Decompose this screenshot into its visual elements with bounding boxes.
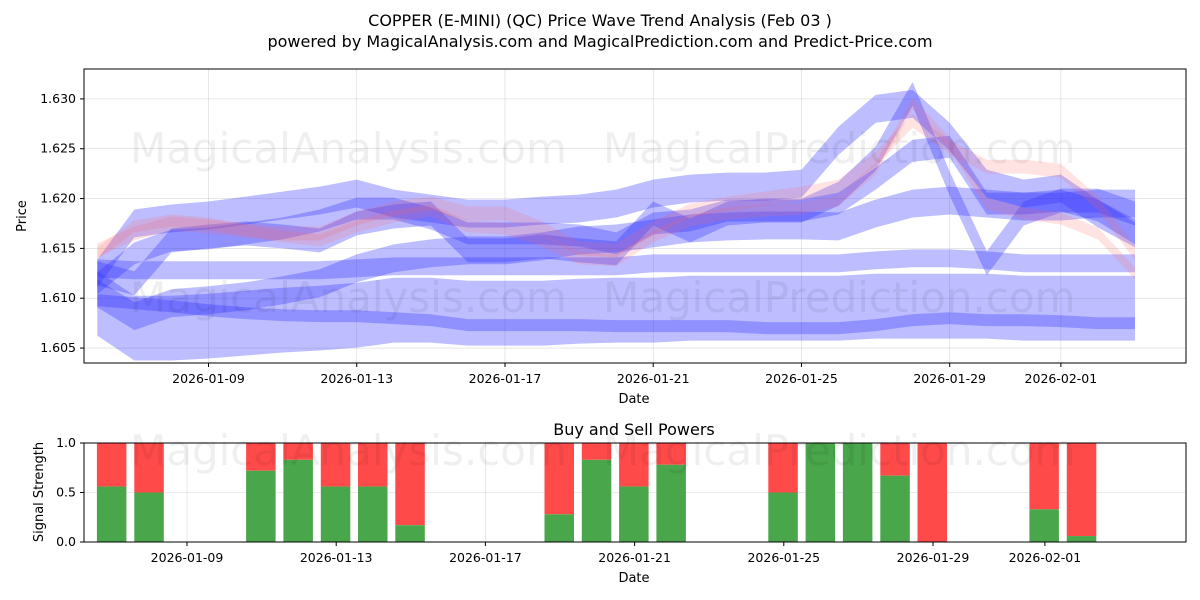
price-y-tick-label: 1.625 <box>40 141 76 156</box>
signal-panel: Buy and Sell Powers MagicalAnalysis.com … <box>32 420 1187 586</box>
price-x-tick-label: 2026-01-25 <box>765 371 838 386</box>
signal-x-tick-label: 2026-01-21 <box>598 550 671 565</box>
watermark-6: MagicalPrediction.com <box>603 426 1076 475</box>
price-wave-bands <box>97 82 1135 361</box>
sell-bar <box>96 443 127 487</box>
watermark-2: MagicalPrediction.com <box>603 124 1076 173</box>
buy-bar <box>283 459 313 542</box>
watermark-5: MagicalAnalysis.com <box>130 426 567 475</box>
signal-x-tick-label: 2026-01-25 <box>747 550 820 565</box>
buy-bar <box>842 443 873 542</box>
price-x-ticks: 2026-01-09 2026-01-13 2026-01-17 2026-01-21… <box>172 363 1097 386</box>
watermark-1: MagicalAnalysis.com <box>130 124 567 173</box>
price-x-tick-label: 2026-01-29 <box>913 371 986 386</box>
price-plot-area <box>84 69 1186 363</box>
price-band-wave-dip <box>97 82 1135 296</box>
buy-bar <box>320 486 351 542</box>
sell-bar <box>656 443 686 465</box>
price-band-wave-long-top <box>97 249 1135 280</box>
sell-bar <box>768 443 798 493</box>
sell-bar <box>880 443 910 476</box>
signal-x-tick-label: 2026-01-13 <box>300 550 373 565</box>
price-y-tick-label: 1.630 <box>40 91 76 106</box>
buy-bar <box>1066 536 1097 542</box>
sell-bar <box>917 443 947 542</box>
sell-bar <box>358 443 388 487</box>
price-y-tick-label: 1.605 <box>40 340 76 355</box>
sell-bar <box>1066 443 1097 537</box>
watermark-3: MagicalAnalysis.com <box>130 273 567 322</box>
sell-bar <box>283 443 313 460</box>
price-grid <box>84 69 1186 363</box>
buy-bar <box>619 486 649 542</box>
buy-bar <box>768 492 798 542</box>
sell-bar <box>544 443 574 515</box>
buy-bar <box>880 475 910 542</box>
chart-subtitle: powered by MagicalAnalysis.com and Magic… <box>267 32 932 51</box>
sell-bar <box>581 443 612 460</box>
price-x-tick-label: 2026-02-01 <box>1025 371 1098 386</box>
buy-bar <box>581 459 612 542</box>
chart-title: COPPER (E-MINI) (QC) Price Wave Trend An… <box>368 11 832 30</box>
sell-bar <box>134 443 164 493</box>
price-y-tick-label: 1.620 <box>40 191 76 206</box>
watermark-4: MagicalPrediction.com <box>603 273 1076 322</box>
signal-x-tick-label: 2026-01-29 <box>897 550 970 565</box>
buy-bar <box>805 443 836 542</box>
price-frame <box>83 68 1187 364</box>
price-x-label: Date <box>618 392 649 407</box>
price-panel: MagicalAnalysis.com MagicalPrediction.co… <box>15 68 1187 407</box>
signal-y-tick-label: 0.5 <box>56 485 76 500</box>
signal-y-tick-label: 1.0 <box>56 435 76 450</box>
price-x-tick-label: 2026-01-21 <box>617 371 690 386</box>
sell-bar <box>1029 443 1059 510</box>
price-watermarks: MagicalAnalysis.com MagicalPrediction.co… <box>130 124 1076 322</box>
sell-bar <box>320 443 351 487</box>
buy-bar <box>1029 509 1059 542</box>
price-x-tick-label: 2026-01-17 <box>469 371 542 386</box>
sell-bar <box>395 443 425 526</box>
price-x-tick-label: 2026-01-09 <box>172 371 245 386</box>
sell-bar <box>619 443 649 487</box>
signal-y-label: Signal Strength <box>32 442 47 542</box>
buy-bar <box>134 492 164 542</box>
buy-bar <box>656 464 686 542</box>
signal-x-tick-label: 2026-02-01 <box>1009 550 1082 565</box>
buy-bar <box>544 514 574 542</box>
signal-x-tick-label: 2026-01-09 <box>151 550 224 565</box>
price-band-wave-low <box>97 186 1135 331</box>
buy-bar <box>395 525 425 542</box>
price-y-label: Price <box>15 200 30 232</box>
buy-bar <box>358 486 388 542</box>
price-y-tick-label: 1.610 <box>40 290 76 305</box>
price-x-tick-label: 2026-01-13 <box>320 371 393 386</box>
signal-x-tick-label: 2026-01-17 <box>449 550 522 565</box>
signal-y-ticks: 0.0 0.5 1.0 <box>56 435 84 549</box>
signal-y-tick-label: 0.0 <box>56 534 76 549</box>
buy-bar <box>96 486 127 542</box>
price-band-wave-long-bottom <box>97 294 1135 335</box>
sell-bar <box>246 443 276 471</box>
price-band-wave-pink-1 <box>97 113 1135 261</box>
price-band-wave-main <box>97 135 1135 295</box>
price-band-wave-wide <box>97 270 1135 361</box>
signal-x-label: Date <box>618 571 649 586</box>
signal-bars <box>96 443 1097 542</box>
signal-title: Buy and Sell Powers <box>553 420 715 439</box>
price-y-tick-label: 1.615 <box>40 240 76 255</box>
price-y-ticks: 1.605 1.610 1.615 1.620 1.625 1.630 <box>40 91 84 355</box>
signal-x-ticks: 2026-01-09 2026-01-13 2026-01-17 2026-01-21… <box>151 542 1082 565</box>
signal-watermarks: MagicalAnalysis.com MagicalPrediction.co… <box>130 426 1076 475</box>
buy-bar <box>246 470 276 542</box>
